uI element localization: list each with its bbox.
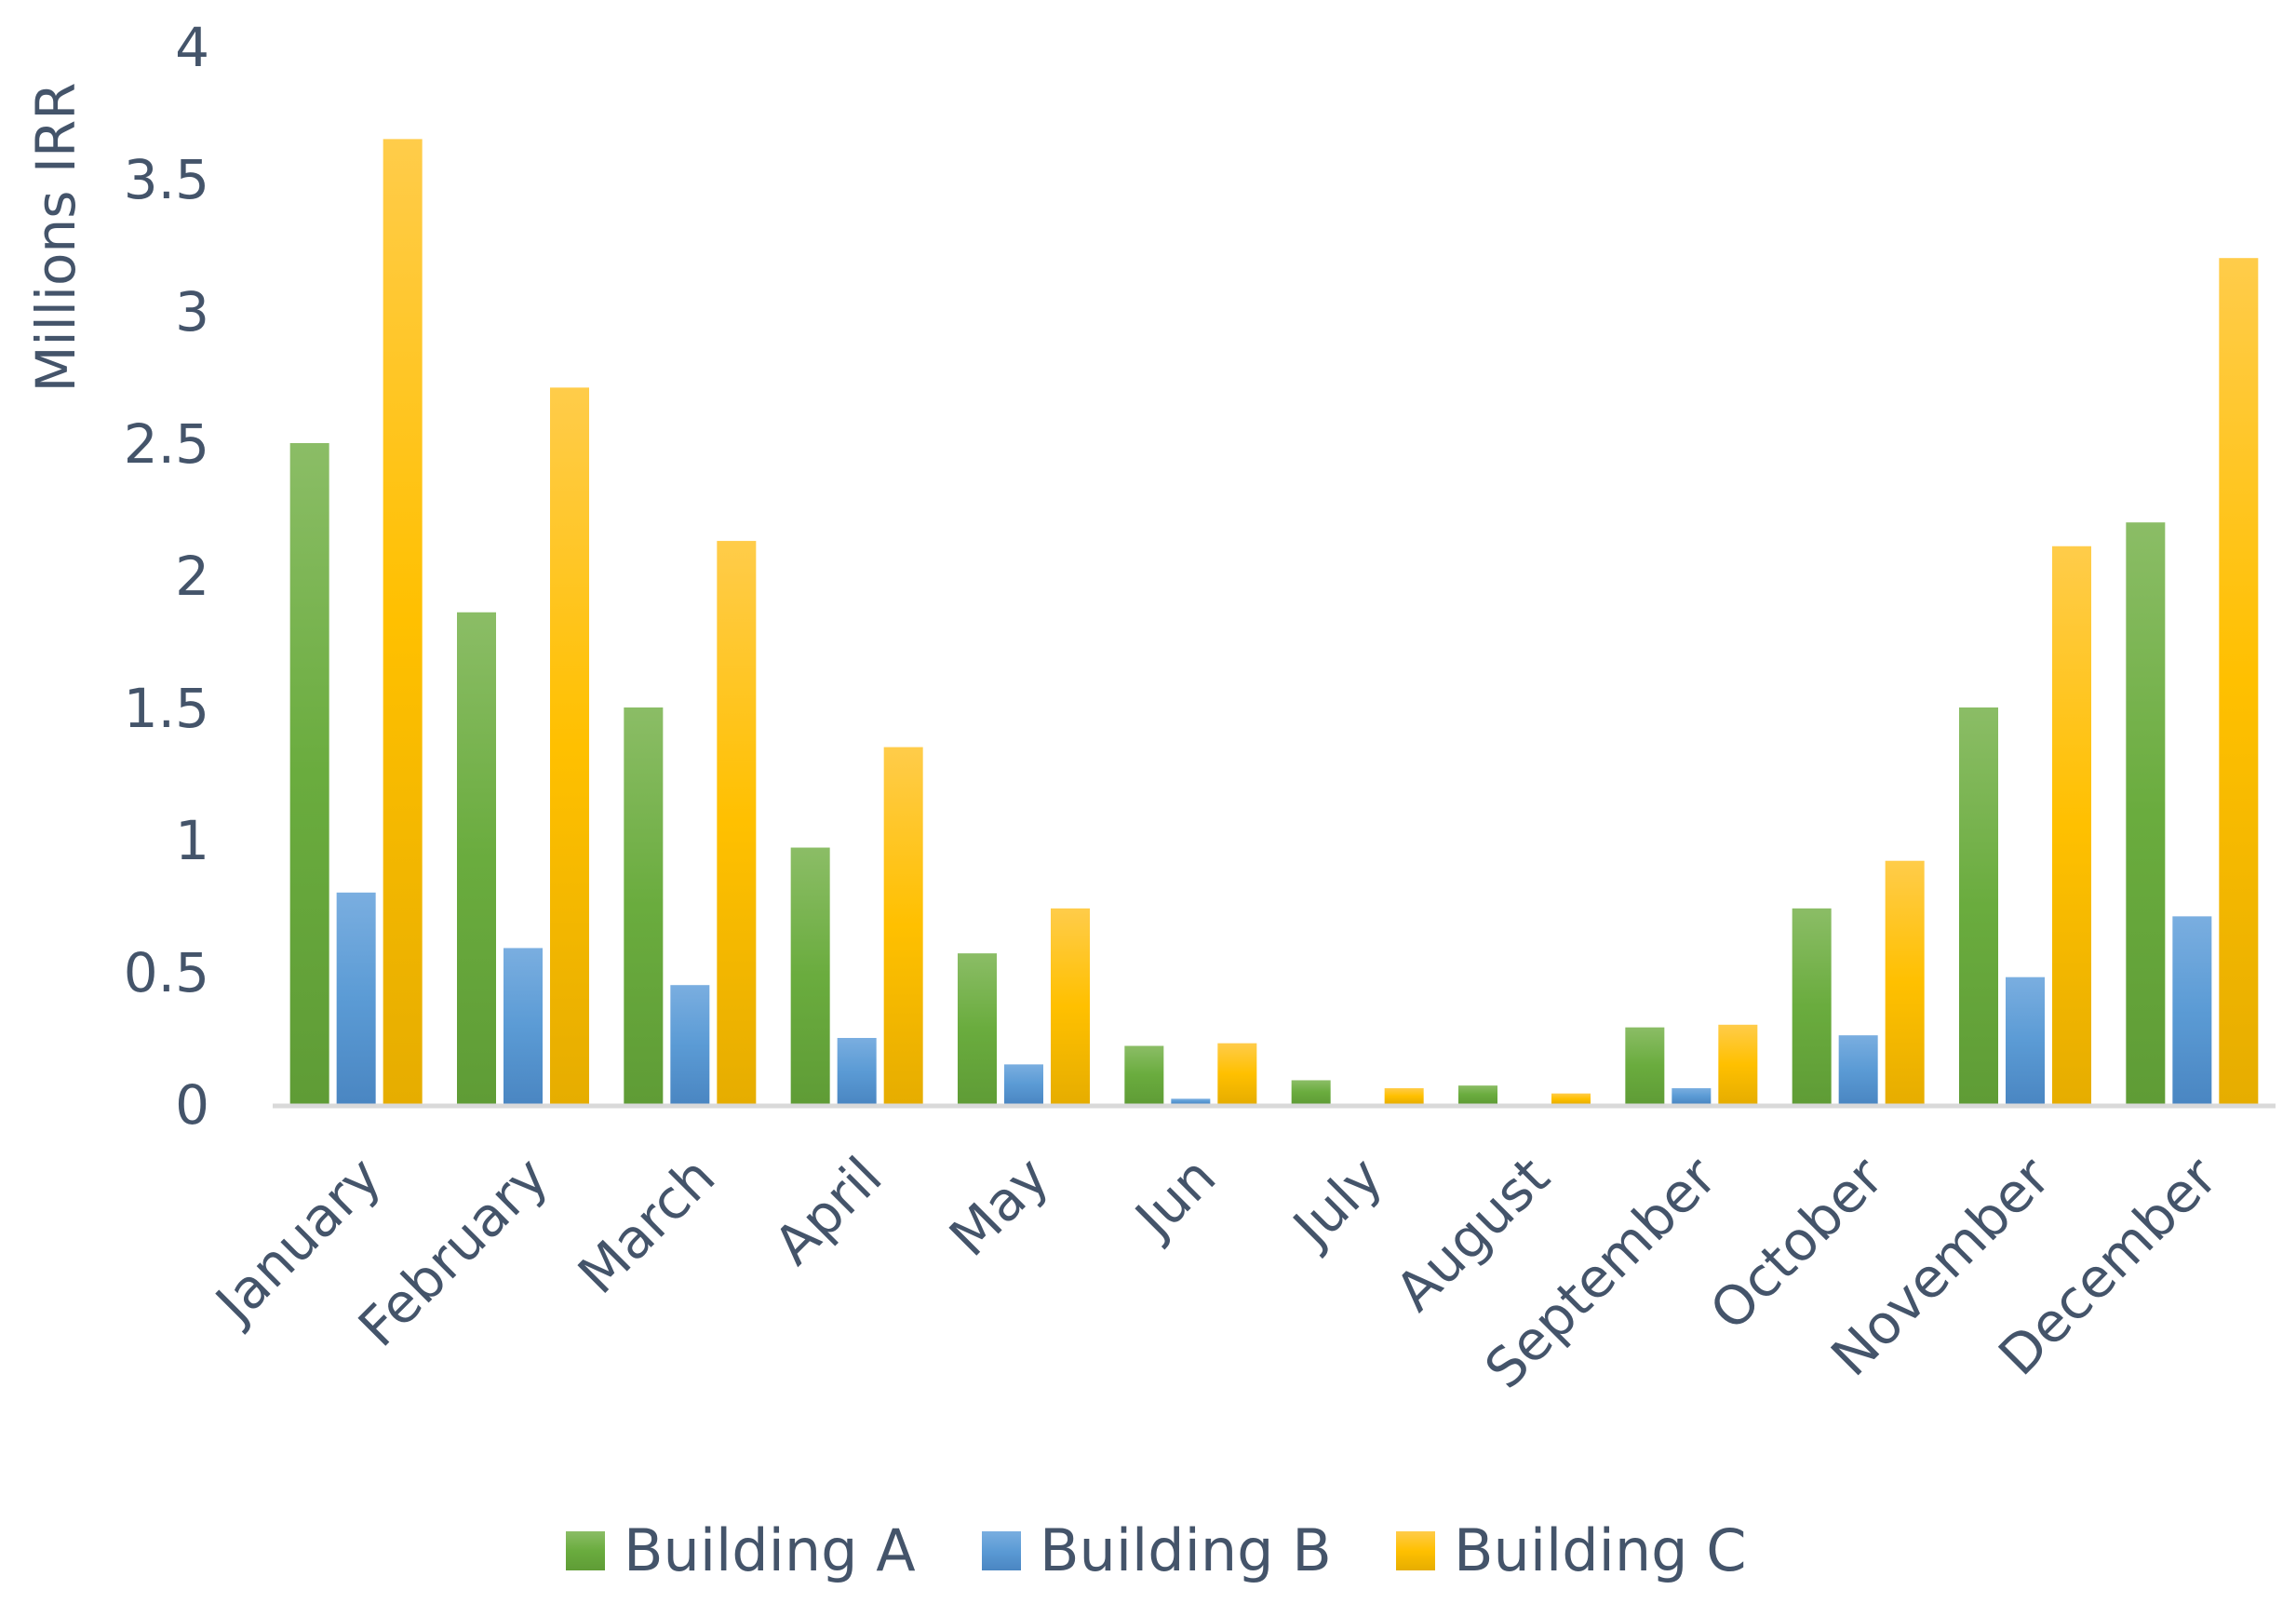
x-category-label: May (937, 1145, 1061, 1269)
y-axis-title: Millions IRR (24, 82, 87, 392)
bars-layer (289, 139, 2259, 1104)
bar-building-b-september (1672, 1087, 1712, 1104)
bar-building-a-september (1625, 1027, 1665, 1104)
bar-building-a-august (1458, 1085, 1497, 1104)
bar-building-a-january (289, 443, 329, 1104)
bar-building-c-november (2052, 546, 2091, 1104)
y-tick-label: 1.5 (124, 677, 209, 740)
bar-building-c-september (1718, 1024, 1758, 1104)
bar-building-c-april (883, 747, 923, 1104)
bar-building-b-october (1838, 1035, 1878, 1104)
bar-building-a-may (958, 953, 997, 1104)
bar-building-b-january (336, 892, 376, 1104)
x-category-label: April (762, 1145, 894, 1277)
legend-swatch-building-b (982, 1531, 1021, 1570)
bar-building-b-jun (1171, 1098, 1211, 1104)
legend-swatch-building-c (1396, 1531, 1435, 1570)
legend-swatch-building-a (566, 1531, 605, 1570)
bar-building-b-may (1004, 1064, 1043, 1104)
y-tick-label: 2 (175, 545, 209, 608)
bar-building-c-march (717, 541, 757, 1104)
bar-building-b-april (837, 1038, 877, 1104)
legend: Building A Building B Building C (566, 1516, 1747, 1584)
bar-building-a-february (457, 612, 496, 1104)
y-tick-label: 4 (175, 16, 209, 79)
bar-building-b-november (2006, 977, 2045, 1104)
y-tick-label: 3 (175, 280, 209, 344)
bar-building-a-jun (1124, 1045, 1164, 1104)
y-tick-label: 0.5 (124, 941, 209, 1004)
bar-building-c-january (383, 139, 423, 1104)
y-tick-label: 1 (175, 809, 209, 872)
bar-building-b-december (2172, 916, 2212, 1104)
bar-building-c-jun (1217, 1043, 1257, 1104)
bar-building-c-december (2219, 258, 2259, 1104)
y-tick-label: 0 (175, 1073, 209, 1137)
bar-building-a-july (1291, 1080, 1331, 1104)
bar-building-a-april (790, 847, 830, 1104)
bar-building-c-august (1551, 1093, 1591, 1104)
y-axis-ticks: 0 0.5 1 1.5 2 2.5 3 3.5 4 (124, 16, 209, 1137)
bar-building-a-december (2126, 522, 2166, 1104)
bar-building-c-may (1051, 908, 1090, 1104)
bar-building-c-july (1384, 1087, 1424, 1104)
y-tick-label: 3.5 (124, 148, 209, 211)
legend-label: Building A (624, 1516, 916, 1584)
bar-building-b-february (504, 948, 543, 1104)
x-category-label: Jun (1121, 1145, 1228, 1251)
bar-building-c-february (550, 387, 589, 1104)
bar-building-b-march (670, 985, 710, 1104)
y-tick-label: 2.5 (124, 412, 209, 476)
legend-label: Building C (1454, 1516, 1747, 1584)
legend-label: Building B (1040, 1516, 1332, 1584)
x-category-label: July (1280, 1145, 1395, 1260)
bar-building-a-march (624, 707, 664, 1104)
bar-building-c-october (1885, 860, 1925, 1104)
bar-building-a-october (1792, 908, 1832, 1104)
bar-building-a-november (1959, 707, 1998, 1104)
x-category-label: March (566, 1145, 727, 1306)
